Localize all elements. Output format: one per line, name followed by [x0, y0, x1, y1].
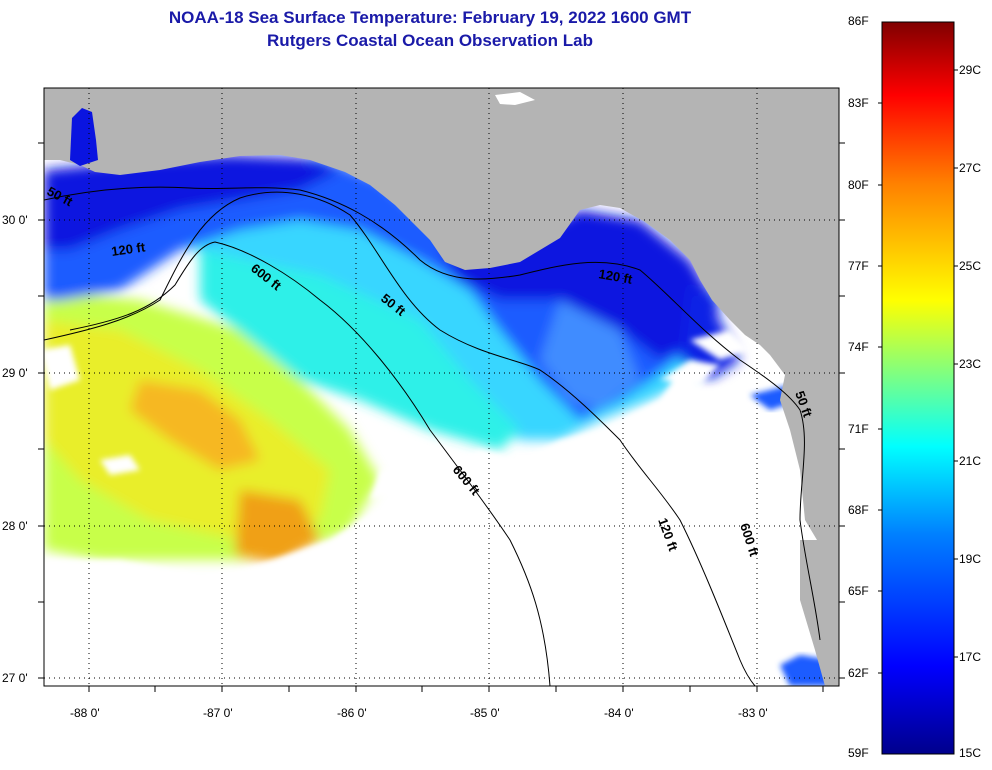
colorbar-f-label: 68F [848, 503, 869, 517]
colorbar-f-label: 59F [848, 746, 869, 760]
colorbar-ticks [878, 69, 958, 674]
land-north-coast [44, 88, 839, 545]
colorbar-c-label: 25C [959, 259, 982, 273]
contour-label: 120 ft [110, 239, 146, 259]
colorbar-c-label: 21C [959, 454, 982, 468]
map-title: NOAA-18 Sea Surface Temperature: Februar… [168, 8, 692, 27]
colorbar-c-label: 19C [959, 552, 982, 566]
axis-ticks [38, 142, 845, 692]
lon-label: -87 0' [203, 706, 233, 720]
lat-label: 28 0' [2, 519, 28, 533]
colorbar [881, 21, 955, 755]
colorbar-c-label: 17C [959, 650, 982, 664]
colorbar-c-label: 15C [959, 746, 982, 760]
colorbar-f-label: 65F [848, 584, 869, 598]
colorbar-f-label: 83F [848, 96, 869, 110]
lat-label: 27 0' [2, 671, 28, 685]
colorbar-f-label: 77F [848, 259, 869, 273]
colorbar-f-label: 86F [848, 14, 869, 28]
lon-label: -85 0' [470, 706, 500, 720]
lat-label: 29 0' [2, 366, 28, 380]
colorbar-c-label: 23C [959, 357, 982, 371]
colorbar-f-label: 80F [848, 178, 869, 192]
lon-label: -88 0' [70, 706, 100, 720]
contour-label: 120 ft [597, 266, 634, 287]
lon-label: -86 0' [337, 706, 367, 720]
colorbar-f-label: 62F [848, 666, 869, 680]
map-area: 50 ft 120 ft 600 ft 50 ft 120 ft 50 ft 6… [44, 88, 839, 686]
lon-label: -84 0' [604, 706, 634, 720]
colorbar-c-label: 27C [959, 161, 982, 175]
colorbar-c-label: 29C [959, 63, 982, 77]
lat-label: 30 0' [2, 213, 28, 227]
cloud-patches [44, 330, 839, 686]
lon-label: -83 0' [738, 706, 768, 720]
colorbar-f-label: 71F [848, 422, 869, 436]
colorbar-f-label: 74F [848, 340, 869, 354]
map-subtitle: Rutgers Coastal Ocean Observation Lab [267, 31, 593, 50]
map-frame [43, 87, 840, 687]
depth-contours [44, 186, 821, 686]
